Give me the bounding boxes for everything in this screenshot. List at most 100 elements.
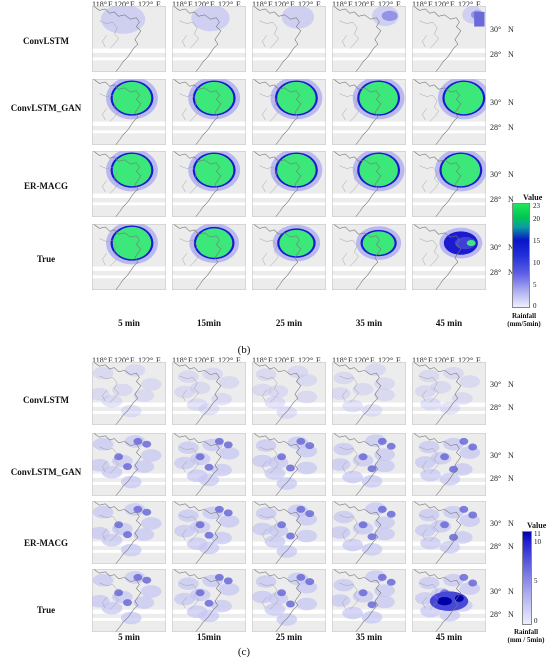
longitude-tick-label: E bbox=[156, 0, 161, 9]
coastline bbox=[93, 362, 142, 425]
longitude-tick-label: E bbox=[476, 0, 481, 9]
rain-core bbox=[112, 226, 152, 260]
map-panel bbox=[252, 433, 326, 496]
rain-patch bbox=[177, 441, 199, 454]
rain-patch bbox=[296, 597, 318, 611]
map-band bbox=[252, 411, 326, 414]
rain-core bbox=[359, 81, 398, 115]
coastline bbox=[253, 151, 302, 217]
rain-cell bbox=[123, 599, 132, 607]
coastline bbox=[173, 501, 222, 564]
map-panel bbox=[412, 224, 486, 290]
coastline bbox=[413, 224, 462, 290]
rain-patch bbox=[276, 406, 298, 419]
map-frame bbox=[172, 433, 246, 496]
map-frame bbox=[172, 569, 246, 632]
longitude-tick-label: E bbox=[370, 356, 375, 365]
province-border bbox=[419, 582, 439, 610]
figure-c-caption: (c) bbox=[237, 646, 251, 658]
map-band bbox=[92, 193, 166, 198]
latitude-tick-label: N bbox=[508, 451, 514, 461]
figure-b-row-label-convlstm: ConvLSTM bbox=[22, 36, 69, 46]
rain-field bbox=[281, 6, 315, 29]
map-frame bbox=[332, 569, 406, 632]
map-band bbox=[252, 541, 326, 546]
rain-patch bbox=[342, 606, 364, 620]
map-panel bbox=[332, 362, 406, 425]
province-border bbox=[179, 165, 199, 194]
province-border bbox=[419, 165, 439, 194]
map-frame bbox=[172, 501, 246, 564]
province-border bbox=[99, 446, 119, 474]
colorbar-tick: 15 bbox=[533, 237, 540, 245]
longitude-tick-label: E bbox=[316, 0, 321, 9]
rain-cell bbox=[286, 532, 295, 540]
figure-c-row-label-true: True bbox=[36, 605, 56, 615]
rain-patch bbox=[255, 575, 277, 588]
colorbar-unit: Rainfall (mm / 5min) bbox=[502, 628, 550, 644]
rain-patch bbox=[218, 376, 240, 389]
longitude-tick-label: 118° bbox=[252, 0, 267, 9]
rain-cell bbox=[377, 437, 387, 445]
map-frame bbox=[172, 224, 246, 290]
map-band bbox=[252, 275, 326, 279]
coastline bbox=[93, 433, 142, 496]
rain-patch bbox=[276, 477, 298, 490]
rain-patch bbox=[255, 507, 277, 520]
longitude-tick-label: 118° bbox=[412, 0, 427, 9]
map-frame bbox=[412, 224, 486, 290]
coastline bbox=[333, 433, 382, 496]
rain-cell bbox=[214, 505, 224, 513]
rain-cell bbox=[142, 508, 152, 516]
rain-patch bbox=[332, 594, 351, 607]
coastline bbox=[253, 224, 302, 290]
rain-patch bbox=[332, 458, 351, 471]
time-label: 35 min bbox=[355, 318, 383, 328]
longitude-tick-label: 122° bbox=[138, 0, 154, 9]
coastline bbox=[413, 6, 462, 72]
rain-patch bbox=[361, 543, 383, 556]
rain-patch bbox=[255, 439, 277, 452]
province-border bbox=[339, 375, 359, 403]
map-frame bbox=[332, 6, 406, 72]
coastline bbox=[173, 151, 222, 217]
map-panel bbox=[172, 362, 246, 425]
rain-cell bbox=[277, 453, 287, 461]
map-band bbox=[252, 57, 326, 61]
latitude-tick-label: N bbox=[508, 267, 514, 277]
map-panel bbox=[172, 569, 246, 632]
map-band bbox=[172, 266, 246, 271]
longitude-tick-label: E bbox=[188, 356, 193, 365]
province-border bbox=[259, 446, 279, 474]
rain-cell bbox=[204, 531, 214, 539]
rain-patch bbox=[361, 404, 383, 417]
colorbar-unit-line1: Rainfall bbox=[513, 628, 539, 636]
latitude-tick-label: N bbox=[508, 380, 514, 390]
map-panel bbox=[332, 6, 406, 72]
rain-patch bbox=[267, 385, 289, 398]
rain-patch bbox=[352, 383, 374, 396]
rain-patch bbox=[332, 387, 351, 400]
rain-cell bbox=[468, 443, 478, 451]
map-band bbox=[252, 193, 326, 198]
coastline bbox=[413, 151, 462, 217]
colorbar-unit-line1: Rainfall bbox=[511, 312, 537, 320]
rain-patch bbox=[92, 366, 114, 380]
longitude-tick-label: E bbox=[268, 0, 273, 9]
map-background bbox=[172, 362, 246, 425]
map-band bbox=[412, 121, 486, 126]
time-label: 15min bbox=[196, 318, 221, 328]
map-panel bbox=[412, 6, 486, 72]
rain-patch bbox=[276, 545, 298, 558]
rain-patch bbox=[443, 366, 464, 380]
longitude-tick-label: 120° bbox=[434, 0, 450, 9]
rain-core bbox=[441, 153, 481, 187]
longitude-tick-label: 120° bbox=[114, 0, 130, 9]
longitude-tick-label: E bbox=[450, 0, 455, 9]
rain-cell bbox=[468, 511, 478, 519]
map-panel bbox=[412, 501, 486, 564]
latitude-tick-label: 30° bbox=[490, 451, 502, 461]
rain-cell bbox=[440, 521, 449, 529]
map-panel bbox=[92, 79, 166, 145]
time-label: 5 min bbox=[118, 632, 140, 642]
